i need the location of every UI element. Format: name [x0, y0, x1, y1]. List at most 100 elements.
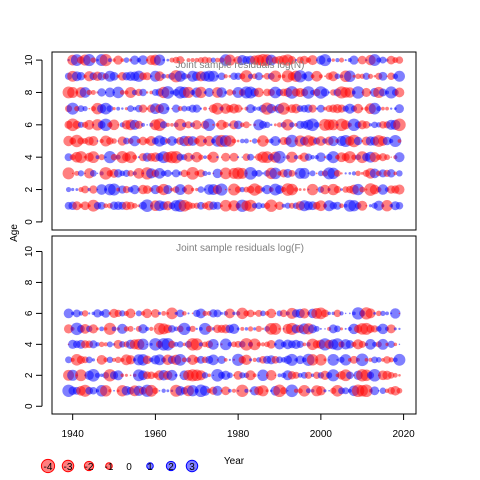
- bubble-point: [307, 172, 310, 175]
- bubble-point: [241, 107, 244, 110]
- bubble-point: [244, 167, 257, 180]
- bubble-point: [139, 88, 147, 97]
- bubble-point: [367, 73, 374, 79]
- bubble-point: [216, 87, 227, 98]
- bubble-point: [99, 53, 112, 67]
- bubble-point: [265, 139, 270, 143]
- panel-title-log-n: Joint sample residuals log(N): [176, 60, 305, 71]
- bubble-point: [98, 341, 105, 348]
- bubble-point: [124, 373, 128, 377]
- bubble-point: [114, 356, 122, 364]
- bubble-point: [307, 55, 318, 66]
- bubble-point: [124, 107, 128, 111]
- bubble-point: [108, 119, 120, 131]
- bubble-point: [249, 123, 252, 126]
- bubble-point: [167, 136, 177, 146]
- bubble-point: [344, 87, 356, 98]
- bubble-point: [315, 136, 326, 146]
- bubble-point: [84, 119, 95, 130]
- bubble-point: [163, 184, 173, 195]
- panel-title-log-f: Joint sample residuals log(F): [176, 243, 304, 254]
- bubble-point: [350, 355, 358, 364]
- bubble-point: [247, 153, 255, 161]
- bubble-point: [226, 372, 233, 379]
- bubble-point: [381, 200, 393, 212]
- bubble-point: [77, 105, 85, 112]
- bubble-point: [344, 70, 356, 83]
- bubble-point: [315, 188, 318, 191]
- x-tick-label: 1940: [62, 429, 85, 440]
- bubble-point: [388, 357, 394, 363]
- bubble-point: [146, 124, 148, 126]
- bubble-point: [161, 86, 175, 99]
- bubble-point: [226, 89, 234, 96]
- bubble-point: [377, 184, 389, 195]
- bubble-point: [273, 150, 286, 164]
- bubble-point: [81, 185, 89, 194]
- bubble-point: [65, 356, 73, 364]
- bubble-point: [113, 169, 123, 178]
- bubble-point: [96, 172, 99, 175]
- bubble-point: [298, 384, 311, 397]
- bubble-point: [174, 373, 178, 377]
- bubble-point: [183, 184, 194, 195]
- bubble-point: [336, 358, 339, 361]
- bubble-point: [355, 353, 369, 367]
- bubble-point: [328, 91, 331, 94]
- bubble-point: [228, 200, 240, 212]
- bubble-point: [316, 386, 326, 396]
- bubble-point: [96, 184, 107, 195]
- bubble-point: [145, 326, 150, 331]
- bubble-point: [161, 73, 167, 79]
- bubble-point: [289, 122, 295, 128]
- bubble-point: [166, 107, 170, 111]
- bubble-point: [219, 338, 232, 351]
- bubble-point: [236, 307, 248, 320]
- bubble-point: [265, 389, 269, 393]
- bubble-point: [85, 356, 93, 364]
- bubble-point: [285, 353, 298, 366]
- bubble-point: [386, 324, 396, 334]
- bubble-point: [318, 54, 332, 67]
- bubble-point: [124, 151, 137, 164]
- bubble-point: [223, 357, 228, 362]
- y-tick-label: 6: [24, 310, 35, 316]
- bubble-point: [224, 188, 227, 191]
- bubble-point: [147, 371, 156, 380]
- bubble-point: [389, 134, 402, 148]
- bubble-point: [369, 152, 380, 163]
- bubble-point: [195, 187, 199, 192]
- bubble-point: [340, 120, 351, 130]
- bubble-point: [203, 135, 215, 147]
- bubble-point: [96, 327, 99, 331]
- bubble-point: [316, 152, 326, 163]
- bubble-point: [186, 167, 199, 180]
- bubble-point: [77, 170, 85, 177]
- bubble-point: [162, 58, 165, 62]
- bubble-point: [113, 389, 115, 392]
- bubble-point: [398, 343, 401, 346]
- y-tick-label: 0: [24, 403, 35, 409]
- bubble-point: [261, 327, 265, 331]
- bubble-point: [285, 384, 299, 398]
- bubble-point: [269, 70, 282, 83]
- bubble-point: [187, 136, 198, 146]
- bubble-point: [89, 340, 98, 349]
- bubble-point: [315, 172, 318, 175]
- bubble-point: [168, 325, 176, 333]
- bubble-point: [306, 354, 319, 366]
- bubble-point: [234, 186, 242, 193]
- bubble-point: [63, 308, 74, 319]
- legend-label: -4: [44, 462, 53, 473]
- bubble-point: [293, 154, 299, 160]
- bubble-point: [305, 388, 311, 394]
- bubble-point: [320, 88, 330, 97]
- bubble-point: [219, 199, 232, 212]
- bubble-point: [106, 356, 114, 364]
- bubble-point: [277, 373, 282, 378]
- bubbles-log-f: [62, 307, 406, 398]
- bubble-point: [198, 154, 204, 160]
- bubble-point: [249, 358, 253, 362]
- bubble-point: [80, 201, 90, 211]
